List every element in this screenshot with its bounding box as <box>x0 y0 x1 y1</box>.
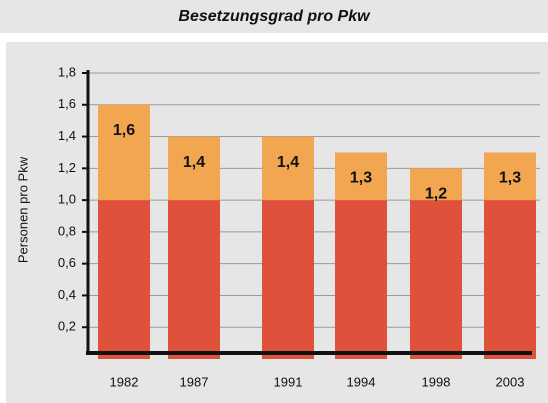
bar-segment <box>98 200 150 359</box>
total-label: 1,4 <box>183 154 205 171</box>
y-tick-label: 0,4 <box>58 287 76 302</box>
y-tick-label: 1,8 <box>58 64 76 79</box>
y-tick-label: 1,4 <box>58 128 76 143</box>
bar-segment <box>484 152 536 201</box>
x-tick-label: 2003 <box>496 374 525 389</box>
x-tick-label: 1991 <box>274 374 303 389</box>
y-tick-label: 1,2 <box>58 160 76 175</box>
total-label: 1,3 <box>499 170 521 187</box>
total-label: 1,6 <box>113 122 135 139</box>
total-label: 1,3 <box>350 170 372 187</box>
bar-segment <box>410 168 462 201</box>
bar-segment <box>262 136 314 201</box>
bar-segment <box>335 200 387 359</box>
y-tick-label: 1,0 <box>58 192 76 207</box>
y-tick-label: 1,6 <box>58 96 76 111</box>
bar-segment <box>335 152 387 201</box>
bar-segment <box>168 200 220 359</box>
total-label: 1,2 <box>425 186 447 203</box>
bar-segment <box>410 200 462 359</box>
bar-segment <box>262 200 314 359</box>
y-tick-label: 0,2 <box>58 319 76 334</box>
x-tick-label: 1987 <box>180 374 209 389</box>
x-tick-label: 1998 <box>422 374 451 389</box>
bar-segment <box>168 136 220 201</box>
x-tick-label: 1982 <box>110 374 139 389</box>
chart-title: Besetzungsgrad pro Pkw <box>178 8 371 25</box>
bar-segment <box>484 200 536 359</box>
title-band <box>0 0 548 33</box>
bar-segment <box>98 104 150 201</box>
y-tick-label: 0,6 <box>58 255 76 270</box>
y-axis-title: Personen pro Pkw <box>15 156 30 263</box>
x-tick-label: 1994 <box>347 374 376 389</box>
y-tick-label: 0,8 <box>58 223 76 238</box>
total-label: 1,4 <box>277 154 299 171</box>
